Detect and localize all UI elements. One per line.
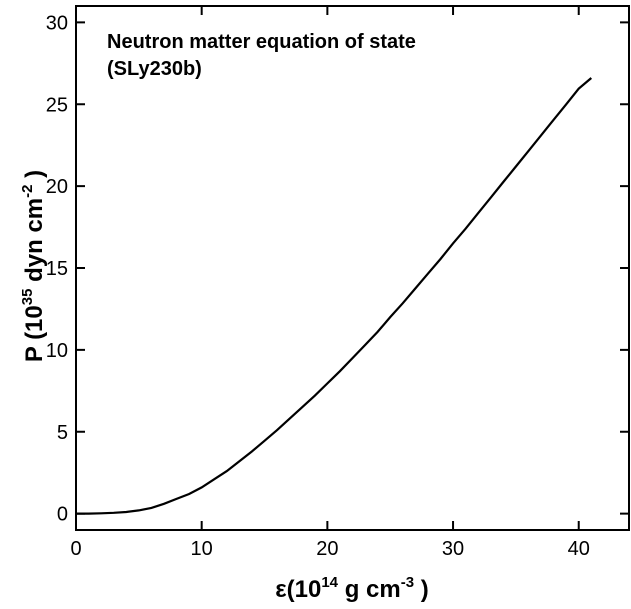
- x-axis-label: ε(1014 g cm-3 ): [275, 574, 428, 603]
- x-tick-label: 20: [316, 538, 338, 560]
- chart-title: Neutron matter equation of state: [107, 31, 416, 53]
- series-line: [76, 77, 593, 515]
- y-axis-ticks: 0 5 10 15 20 25 30: [46, 12, 629, 526]
- y-tick-label: 5: [57, 422, 68, 444]
- chart-subtitle: (SLy230b): [107, 58, 202, 80]
- y-tick-label: 10: [46, 340, 68, 362]
- y-tick-label: 30: [46, 12, 68, 34]
- x-tick-label: 0: [70, 538, 81, 560]
- y-tick-label: 0: [57, 504, 68, 526]
- x-tick-label: 40: [568, 538, 590, 560]
- x-tick-label: 30: [442, 538, 464, 560]
- y-tick-label: 20: [46, 176, 68, 198]
- plot-frame: [75, 5, 630, 531]
- y-axis-label: P (1035 dyn cm-2 ): [19, 170, 48, 362]
- y-tick-label: 25: [46, 94, 68, 116]
- y-tick-label: 15: [46, 258, 68, 280]
- x-tick-label: 10: [191, 538, 213, 560]
- x-axis-ticks: 0 10 20 30 40: [70, 6, 590, 560]
